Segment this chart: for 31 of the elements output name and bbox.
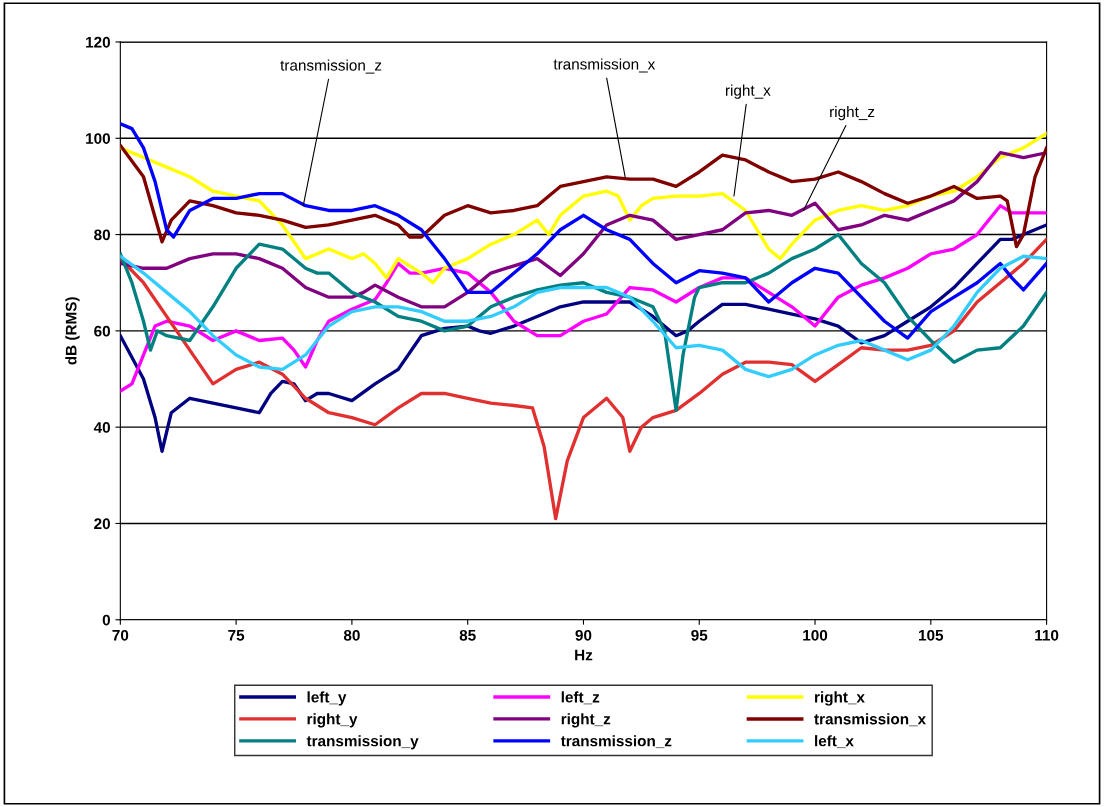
y-tick-label: 0 <box>102 614 110 626</box>
x-tick-label: 95 <box>691 629 708 641</box>
y-tick-label: 120 <box>86 36 110 48</box>
x-axis-title: Hz <box>575 649 593 661</box>
x-tick-label: 75 <box>228 630 245 641</box>
legend-label: right_y <box>307 713 358 728</box>
legend-label: right_z <box>561 713 611 728</box>
annotation: right_z <box>830 105 875 121</box>
x-tick-label: 80 <box>343 629 360 641</box>
y-tick-label: 40 <box>93 422 110 433</box>
x-tick-label: 110 <box>1035 629 1059 641</box>
legend-label: left_y <box>307 691 347 706</box>
legend-label: transmission_x <box>814 713 926 727</box>
legend-label: transmission_y <box>306 735 419 750</box>
x-tick-label: 100 <box>803 629 828 641</box>
legend-label: left_x <box>815 735 854 749</box>
x-tick-label: 85 <box>459 629 476 641</box>
y-tick-label: 80 <box>94 229 110 241</box>
y-tick-label: 60 <box>94 325 110 337</box>
legend-label: right_x <box>815 691 865 706</box>
y-tick-label: 20 <box>94 518 110 530</box>
y-axis-title: dB (RMS) <box>65 297 80 365</box>
x-tick-label: 70 <box>112 629 129 641</box>
annotation: transmission_z <box>280 59 382 74</box>
legend-label: transmission_z <box>560 735 672 749</box>
x-tick-label: 90 <box>575 629 592 641</box>
x-tick-label: 105 <box>919 629 944 641</box>
annotation: transmission_x <box>553 58 656 73</box>
legend-label: left_z <box>561 691 600 705</box>
annotation: right_x <box>725 84 771 99</box>
y-tick-label: 100 <box>86 133 110 144</box>
